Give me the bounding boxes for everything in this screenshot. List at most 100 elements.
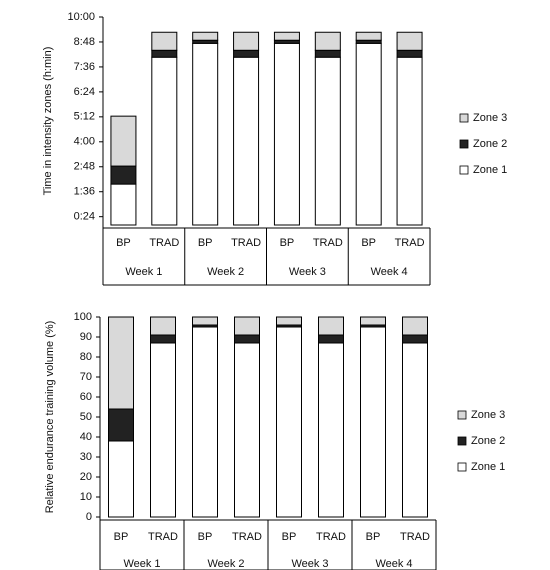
- legend-label: Zone 3: [471, 409, 505, 421]
- bar-segment: [360, 316, 386, 326]
- group-label: Week 1: [125, 266, 162, 278]
- x-tick-label: TRAD: [231, 237, 261, 249]
- group-label: Week 2: [207, 558, 244, 570]
- bar-segment: [233, 49, 260, 58]
- y-tick-label: 4:00: [74, 136, 95, 148]
- bar-segment: [233, 31, 260, 51]
- bar-segment: [314, 31, 341, 51]
- bar-segment: [150, 334, 176, 344]
- legend-label: Zone 2: [471, 435, 505, 447]
- x-tick-label: BP: [198, 531, 213, 543]
- group-label: Week 1: [123, 558, 160, 570]
- bar-segment: [314, 56, 341, 226]
- bar-segment: [234, 334, 260, 344]
- bar-segment: [151, 56, 178, 226]
- x-tick-label: BP: [282, 531, 297, 543]
- x-tick-label: TRAD: [400, 531, 430, 543]
- y-tick-label: 0: [86, 511, 92, 523]
- bar-segment: [402, 334, 428, 344]
- legend-swatch: [457, 410, 467, 420]
- bar-segment: [233, 56, 260, 226]
- bar-segment: [318, 342, 344, 518]
- bar-segment: [402, 342, 428, 518]
- legend-swatch: [459, 113, 469, 123]
- bar-segment: [273, 31, 300, 41]
- bar-segment: [234, 316, 260, 336]
- bar-segment: [402, 316, 428, 336]
- bar-segment: [276, 326, 302, 518]
- x-tick-label: TRAD: [395, 237, 425, 249]
- x-tick-label: TRAD: [149, 237, 179, 249]
- y-axis-label: Time in intensity zones (h:min): [42, 47, 54, 196]
- legend-label: Zone 2: [473, 138, 507, 150]
- bar-segment: [108, 408, 134, 442]
- group-label: Week 4: [375, 558, 412, 570]
- group-label: Week 4: [371, 266, 408, 278]
- y-tick-label: 10: [80, 491, 92, 503]
- y-tick-label: 80: [80, 351, 92, 363]
- y-tick-label: 60: [80, 391, 92, 403]
- x-tick-label: BP: [114, 531, 129, 543]
- bar-segment: [151, 49, 178, 58]
- legend-swatch: [459, 165, 469, 175]
- y-tick-label: 100: [74, 311, 92, 323]
- legend-label: Zone 3: [473, 112, 507, 124]
- x-tick-label: TRAD: [232, 531, 262, 543]
- bar-segment: [396, 56, 423, 226]
- group-label: Week 3: [291, 558, 328, 570]
- x-tick-label: TRAD: [148, 531, 178, 543]
- y-tick-label: 6:24: [74, 86, 95, 98]
- bar-segment: [192, 326, 218, 518]
- y-tick-label: 40: [80, 431, 92, 443]
- bar-segment: [355, 42, 382, 226]
- bar-segment: [150, 342, 176, 518]
- legend-label: Zone 1: [473, 164, 507, 176]
- bar-segment: [360, 326, 386, 518]
- bar-segment: [273, 42, 300, 226]
- x-tick-label: TRAD: [316, 531, 346, 543]
- bar-segment: [192, 31, 219, 41]
- x-tick-label: BP: [116, 237, 131, 249]
- y-tick-label: 50: [80, 411, 92, 423]
- x-tick-label: BP: [198, 237, 213, 249]
- bar-segment: [396, 31, 423, 51]
- y-tick-label: 5:12: [74, 111, 95, 123]
- y-tick-label: 1:36: [74, 186, 95, 198]
- x-tick-label: BP: [280, 237, 295, 249]
- bar-segment: [151, 31, 178, 51]
- y-tick-label: 8:48: [74, 36, 95, 48]
- bar-segment: [110, 183, 137, 226]
- y-tick-label: 30: [80, 451, 92, 463]
- bar-segment: [276, 316, 302, 326]
- bar-segment: [234, 342, 260, 518]
- bar-segment: [110, 165, 137, 185]
- bar-segment: [314, 49, 341, 58]
- bar-segment: [192, 316, 218, 326]
- bar-segment: [110, 115, 137, 167]
- legend-swatch: [457, 462, 467, 472]
- group-label: Week 2: [207, 266, 244, 278]
- legend-swatch: [457, 436, 467, 446]
- x-tick-label: BP: [366, 531, 381, 543]
- y-tick-label: 20: [80, 471, 92, 483]
- bar-segment: [318, 316, 344, 336]
- bar-segment: [150, 316, 176, 336]
- y-tick-label: 2:48: [74, 161, 95, 173]
- y-tick-label: 10:00: [67, 11, 95, 23]
- bar-segment: [108, 316, 134, 410]
- bar-segment: [355, 31, 382, 41]
- x-tick-label: BP: [361, 237, 376, 249]
- y-tick-label: 0:24: [74, 211, 95, 223]
- bar-segment: [108, 440, 134, 518]
- y-tick-label: 7:36: [74, 61, 95, 73]
- y-axis-label: Relative endurance training volume (%): [44, 321, 56, 514]
- bar-segment: [396, 49, 423, 58]
- x-tick-label: TRAD: [313, 237, 343, 249]
- group-label: Week 3: [289, 266, 326, 278]
- bar-segment: [192, 42, 219, 226]
- y-tick-label: 70: [80, 371, 92, 383]
- legend-label: Zone 1: [471, 461, 505, 473]
- bar-segment: [318, 334, 344, 344]
